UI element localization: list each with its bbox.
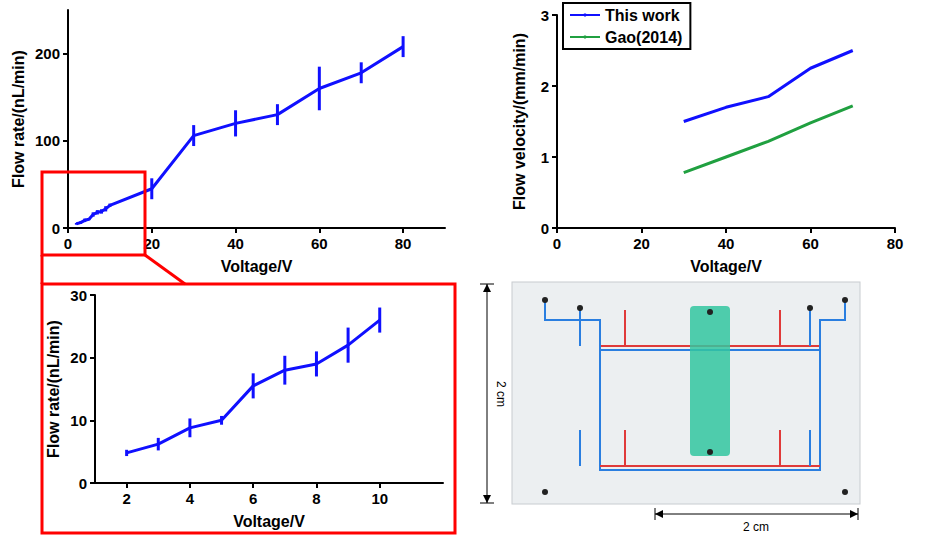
- svg-text:100: 100: [35, 132, 60, 149]
- svg-text:Gao(2014): Gao(2014): [605, 29, 682, 46]
- svg-text:Voltage/V: Voltage/V: [690, 258, 762, 275]
- svg-text:4: 4: [186, 490, 195, 507]
- svg-text:40: 40: [227, 235, 244, 252]
- svg-text:Voltage/V: Voltage/V: [233, 513, 305, 530]
- svg-text:0: 0: [52, 220, 60, 237]
- svg-text:60: 60: [802, 235, 819, 252]
- svg-text:20: 20: [70, 349, 87, 366]
- svg-text:20: 20: [143, 235, 161, 252]
- svg-text:This work: This work: [605, 7, 680, 24]
- svg-text:10: 10: [371, 490, 388, 507]
- svg-text:30: 30: [70, 287, 87, 304]
- svg-text:0: 0: [541, 220, 549, 237]
- svg-text:Flow velocity/(mm/min): Flow velocity/(mm/min): [511, 33, 528, 210]
- svg-text:2: 2: [541, 78, 549, 95]
- svg-text:80: 80: [887, 235, 904, 252]
- svg-text:Voltage/V: Voltage/V: [221, 258, 293, 275]
- svg-text:2: 2: [122, 490, 130, 507]
- svg-text:0: 0: [79, 475, 87, 492]
- svg-text:Flow rate/(nL/min): Flow rate/(nL/min): [45, 320, 62, 458]
- svg-text:Flow rate/(nL/min): Flow rate/(nL/min): [10, 50, 27, 188]
- svg-text:80: 80: [395, 235, 412, 252]
- svg-text:10: 10: [70, 412, 87, 429]
- svg-text:0: 0: [64, 235, 72, 252]
- svg-text:20: 20: [633, 235, 650, 252]
- svg-text:40: 40: [718, 235, 735, 252]
- svg-text:2 cm: 2 cm: [494, 381, 508, 407]
- svg-text:6: 6: [249, 490, 257, 507]
- svg-text:2 cm: 2 cm: [743, 520, 769, 534]
- svg-text:8: 8: [312, 490, 320, 507]
- svg-text:3: 3: [541, 7, 549, 24]
- svg-text:60: 60: [311, 235, 328, 252]
- svg-text:200: 200: [35, 45, 60, 62]
- svg-text:1: 1: [541, 149, 549, 166]
- svg-text:0: 0: [553, 235, 561, 252]
